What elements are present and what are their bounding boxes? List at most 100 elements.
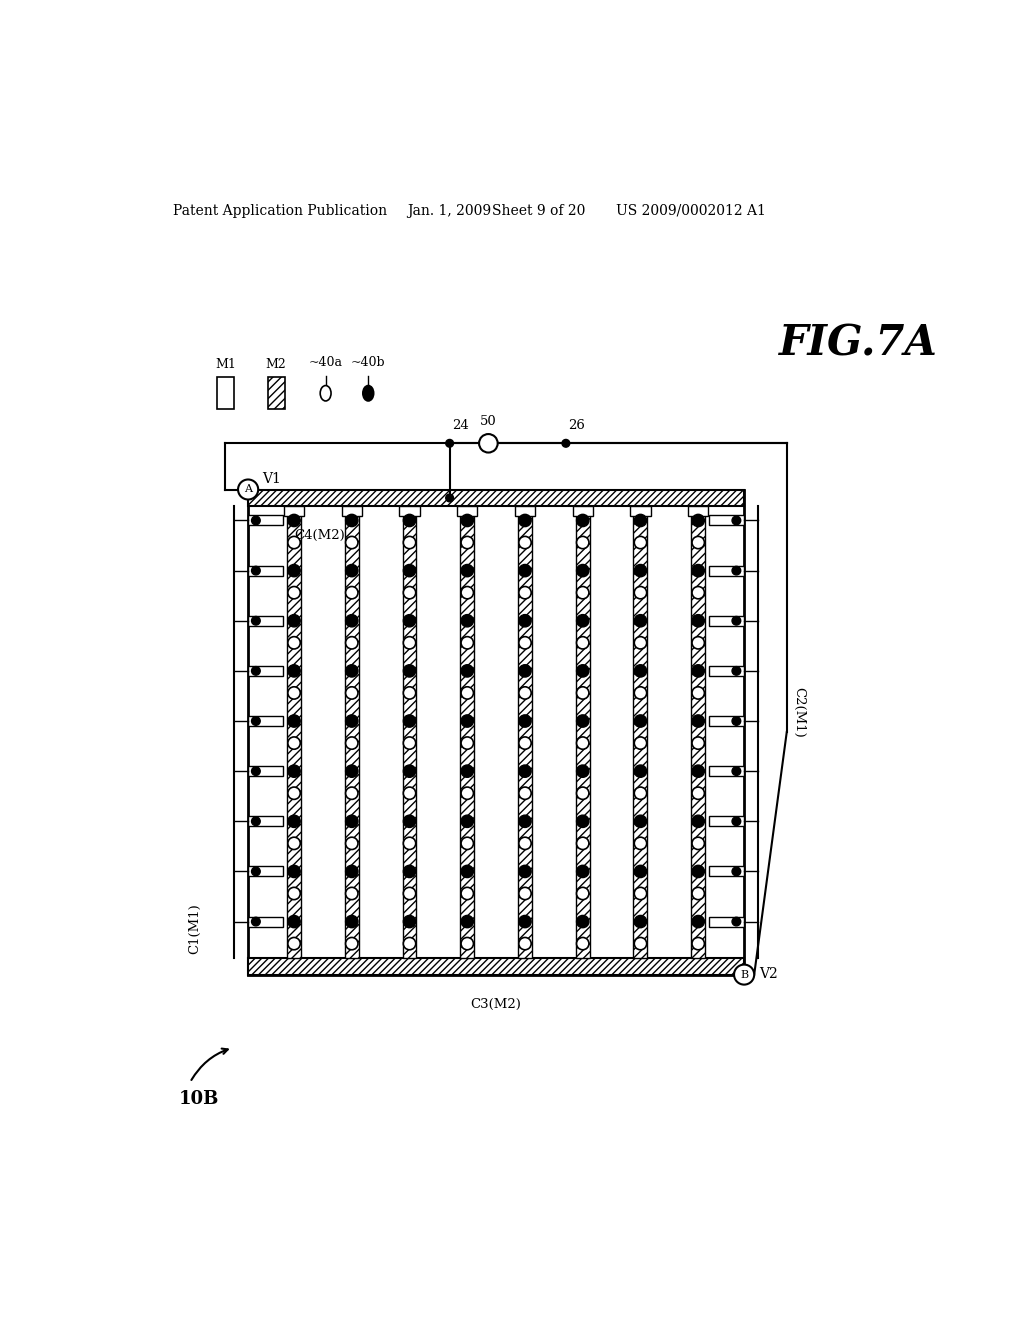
Circle shape [461,737,473,750]
Bar [287,507,301,958]
Circle shape [692,636,705,649]
Circle shape [692,686,705,700]
Circle shape [577,737,589,750]
Circle shape [461,586,473,599]
Circle shape [634,636,647,649]
Circle shape [288,816,300,828]
Circle shape [461,686,473,700]
Circle shape [519,715,531,727]
Circle shape [634,715,647,727]
Bar [460,507,474,958]
Circle shape [403,737,416,750]
Circle shape [634,737,647,750]
Bar [457,507,477,516]
Text: C4(M2): C4(M2) [295,529,345,543]
Circle shape [288,586,300,599]
Circle shape [577,915,589,928]
Circle shape [461,937,473,950]
Circle shape [461,515,473,527]
Circle shape [519,915,531,928]
Circle shape [461,837,473,850]
Circle shape [345,837,358,850]
Text: B: B [740,970,749,979]
Circle shape [519,565,531,577]
Bar [248,766,283,776]
Bar [248,490,744,507]
Circle shape [692,665,705,677]
Bar [399,507,420,516]
Circle shape [519,816,531,828]
Circle shape [634,837,647,850]
Text: FIG.7A: FIG.7A [779,322,938,364]
Circle shape [403,715,416,727]
Circle shape [692,565,705,577]
Text: 50: 50 [480,414,497,428]
Circle shape [577,536,589,549]
Circle shape [403,766,416,777]
Circle shape [562,440,569,447]
Bar [248,665,283,676]
Circle shape [461,715,473,727]
Bar [248,866,283,876]
Circle shape [634,565,647,577]
Circle shape [734,965,755,985]
Circle shape [403,915,416,928]
Bar [575,507,590,958]
Bar [248,565,283,576]
Circle shape [692,837,705,850]
Circle shape [634,515,647,527]
Circle shape [403,515,416,527]
Circle shape [577,686,589,700]
Bar [710,565,744,576]
Bar [248,958,744,974]
Circle shape [252,817,260,825]
Circle shape [403,816,416,828]
Circle shape [288,766,300,777]
Circle shape [288,866,300,878]
Bar [518,507,532,958]
Circle shape [577,837,589,850]
Bar [572,507,593,516]
Circle shape [519,887,531,900]
Bar [710,766,744,776]
Circle shape [345,787,358,800]
Circle shape [692,937,705,950]
Circle shape [577,937,589,950]
Bar [710,615,744,626]
Circle shape [345,615,358,627]
Circle shape [577,816,589,828]
Circle shape [577,715,589,727]
Circle shape [403,636,416,649]
Circle shape [732,566,740,576]
Circle shape [288,837,300,850]
Circle shape [461,816,473,828]
Circle shape [519,615,531,627]
Circle shape [519,866,531,878]
Circle shape [692,715,705,727]
Circle shape [461,665,473,677]
Circle shape [634,915,647,928]
Circle shape [445,494,454,502]
Circle shape [252,917,260,925]
Circle shape [634,766,647,777]
Text: Jan. 1, 2009: Jan. 1, 2009 [407,203,492,218]
Circle shape [288,937,300,950]
Circle shape [732,867,740,875]
Circle shape [519,837,531,850]
Circle shape [345,515,358,527]
Text: 10B: 10B [178,1090,219,1107]
Circle shape [403,565,416,577]
Circle shape [732,667,740,676]
Circle shape [634,937,647,950]
Circle shape [345,915,358,928]
Circle shape [238,479,258,499]
Circle shape [461,766,473,777]
Circle shape [577,766,589,777]
Circle shape [461,636,473,649]
Circle shape [288,636,300,649]
Bar [284,507,304,516]
Circle shape [345,586,358,599]
Circle shape [345,636,358,649]
Circle shape [288,737,300,750]
Bar [402,507,417,958]
